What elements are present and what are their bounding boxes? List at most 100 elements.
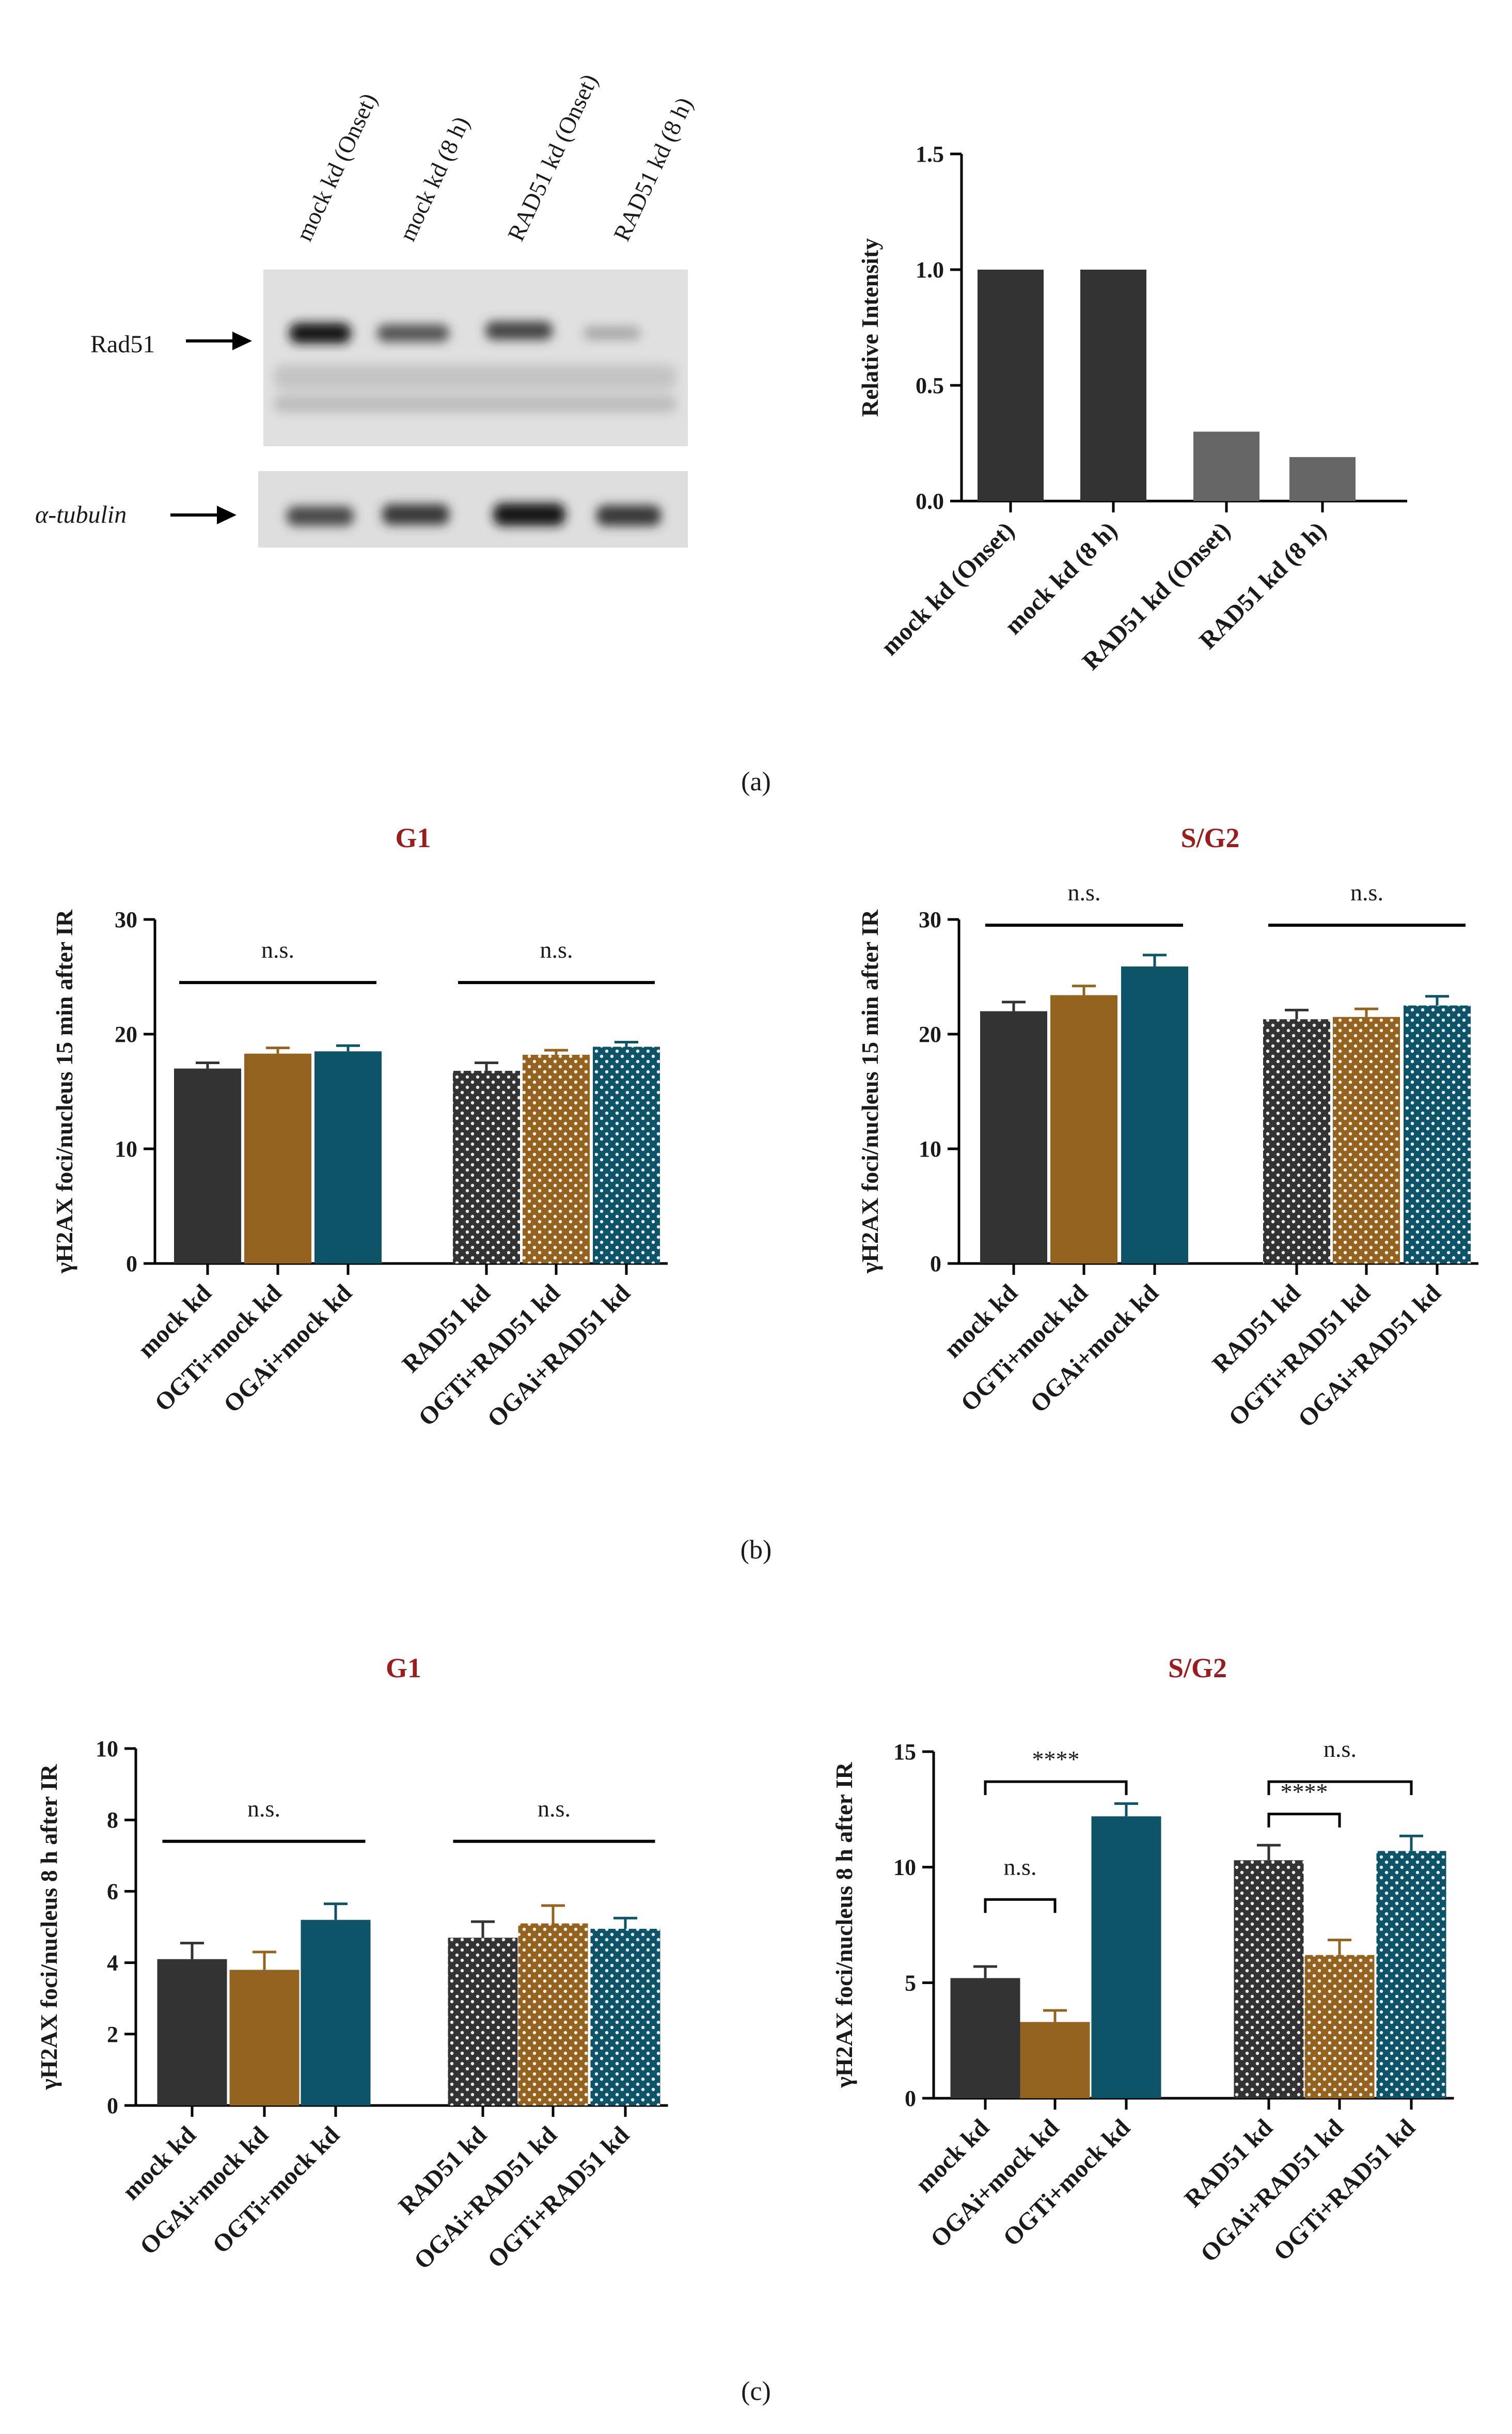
y-tick-label: 20: [919, 1022, 941, 1047]
significance-label: ****: [1281, 1778, 1328, 1805]
y-tick-label: 10: [919, 1136, 941, 1162]
y-tick-label: 0: [905, 2086, 916, 2111]
bar-mock-kd-onset: [978, 270, 1044, 501]
bar-mock-kd: [980, 1011, 1047, 1263]
chart-title: S/G2: [1180, 822, 1239, 853]
x-tick-label: mock kd (Onset): [876, 517, 1020, 661]
significance-label: n.s.: [1324, 1736, 1357, 1762]
bar-ogai-mock-kd: [314, 1051, 382, 1263]
y-tick-label: 6: [107, 1879, 118, 1904]
y-tick-label: 10: [115, 1136, 137, 1162]
bar-mock-kd: [174, 1068, 241, 1263]
y-tick-label: 5: [905, 1970, 916, 1995]
bar-rad51-kd-8-h: [1289, 457, 1356, 501]
significance-bracket: [984, 1780, 1128, 1796]
bar-dot-overlay: [590, 1928, 660, 2105]
chart-g1-8h: G1 0 2 4 6 8 10 γH2AX foci/nucleus 8 h after IR…: [36, 1652, 668, 2275]
bar-dot-overlay: [1376, 1851, 1446, 2098]
chart-title: S/G2: [1168, 1652, 1227, 1683]
panel-label-b: (b): [741, 1535, 772, 1565]
blot-lane-label: RAD51 kd (8 h): [608, 93, 698, 245]
significance-label: n.s.: [261, 937, 294, 963]
bar-mock-kd: [950, 1978, 1020, 2098]
significance-label: n.s.: [247, 1796, 280, 1822]
blot-lane-label: RAD51 kd (Onset): [502, 70, 603, 245]
y-axis-label: γH2AX foci/nucleus 8 h after IR: [831, 1762, 857, 2088]
x-tick-label: OGTi+mock kd: [207, 2121, 345, 2259]
panel-label-a: (a): [741, 767, 771, 797]
bar-dot-overlay: [448, 1938, 518, 2105]
significance-bracket: [1267, 1780, 1413, 1796]
panel-label-c: (c): [741, 2377, 771, 2406]
bar-mock-kd: [157, 1959, 227, 2105]
bar-ogai-mock-kd: [229, 1970, 300, 2105]
y-tick-label: 0: [107, 2093, 118, 2118]
western-blot: mock kd (Onset) mock kd (8 h) RAD51 kd (On…: [35, 70, 698, 548]
y-tick-label: 0: [930, 1251, 941, 1276]
x-tick-label: OGAi+mock kd: [218, 1279, 357, 1418]
y-tick-label: 10: [893, 1855, 916, 1880]
y-tick-label: 30: [115, 907, 137, 932]
bar-ogti-mock-kd: [301, 1920, 371, 2105]
y-tick-label: 2: [107, 2022, 118, 2047]
bar-ogai-mock-kd: [1020, 2022, 1090, 2098]
y-tick-label: 8: [107, 1807, 118, 1833]
chart-relative-intensity: 0.0 0.5 1.0 1.5 Relative Intensity mock kd (O…: [857, 142, 1407, 675]
x-tick-label: OGAi+mock kd: [925, 2114, 1064, 2253]
significance-label: n.s.: [1068, 879, 1101, 906]
blot-lane-labels: mock kd (Onset) mock kd (8 h) RAD51 kd (On…: [291, 70, 698, 245]
chart-title: G1: [395, 822, 431, 853]
bar-dot-overlay: [523, 1054, 590, 1263]
blot-row-label-rad51: Rad51: [90, 331, 155, 358]
blot-lane-label: mock kd (8 h): [394, 113, 475, 245]
bar-rad51-kd-onset: [1193, 431, 1259, 501]
bar-dot-overlay: [518, 1923, 588, 2105]
bar-ogai-mock-kd: [1121, 966, 1188, 1263]
chart-g1-15min: G1 0 10 20 30 γH2AX foci/nucleus 15 min after…: [51, 822, 668, 1433]
y-axis-label: γH2AX foci/nucleus 15 min after IR: [51, 909, 77, 1274]
y-tick-label: 15: [893, 1739, 916, 1765]
bar-dot-overlay: [1234, 1860, 1304, 2098]
bar-dot-overlay: [1263, 1019, 1330, 1263]
arrow-right-icon: [186, 332, 252, 350]
y-tick-label: 0.0: [916, 489, 944, 514]
x-tick-label: OGTi+mock kd: [149, 1279, 287, 1417]
significance-bracket: [1267, 1813, 1341, 1828]
significance-label: ****: [1032, 1746, 1080, 1772]
significance-bracket: [984, 1898, 1057, 1913]
significance-label: n.s.: [538, 1796, 571, 1822]
x-tick-label: OGTi+mock kd: [955, 1279, 1093, 1417]
y-tick-label: 4: [107, 1951, 118, 1976]
significance-label: n.s.: [540, 937, 573, 963]
bar-ogti-mock-kd: [1091, 1816, 1161, 2098]
bar-mock-kd-8-h: [1080, 270, 1146, 501]
bar-dot-overlay: [1333, 1017, 1400, 1263]
x-tick-label: OGAi+mock kd: [135, 2121, 274, 2260]
y-tick-label: 0.5: [916, 373, 944, 398]
blot-row-label-tubulin: α-tubulin: [35, 501, 127, 528]
blot-membrane-rad51: [263, 270, 688, 446]
y-tick-label: 10: [96, 1736, 118, 1761]
blot-membrane-tubulin: [258, 471, 688, 548]
bar-dot-overlay: [593, 1047, 660, 1263]
chart-sg2-15min: S/G2 0 10 20 30 γH2AX foci/nucleus 15 min aft…: [857, 822, 1478, 1433]
y-tick-label: 1.0: [916, 257, 944, 283]
significance-label: n.s.: [1004, 1853, 1037, 1880]
bar-dot-overlay: [453, 1071, 520, 1263]
blot-lane-label: mock kd (Onset): [291, 89, 382, 245]
arrow-right-icon: [170, 506, 237, 524]
y-tick-label: 0: [126, 1251, 137, 1276]
y-tick-label: 30: [919, 907, 941, 932]
y-tick-label: 1.5: [916, 142, 944, 167]
chart-sg2-8h: S/G2 0 5 10 15 γH2AX foci/nucleus 8 h after I…: [831, 1652, 1454, 2268]
bar-dot-overlay: [1304, 1955, 1375, 2098]
y-tick-label: 20: [115, 1022, 137, 1047]
y-axis-label: Relative Intensity: [857, 238, 883, 417]
bar-ogti-mock-kd: [244, 1053, 311, 1263]
chart-title: G1: [386, 1652, 421, 1683]
bar-ogti-mock-kd: [1050, 995, 1117, 1263]
x-tick-label: OGTi+mock kd: [998, 2114, 1136, 2252]
bar-dot-overlay: [1404, 1005, 1471, 1263]
y-axis-label: γH2AX foci/nucleus 8 h after IR: [36, 1764, 62, 2090]
